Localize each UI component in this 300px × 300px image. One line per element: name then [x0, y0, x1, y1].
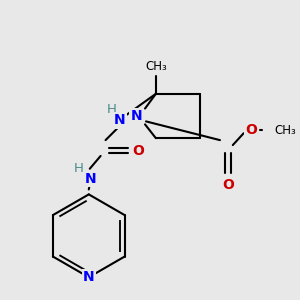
Text: O: O: [132, 144, 144, 158]
Text: O: O: [222, 178, 234, 191]
Text: N: N: [113, 113, 125, 128]
Text: O: O: [246, 123, 257, 137]
Text: H: H: [106, 103, 116, 116]
Text: H: H: [74, 162, 84, 175]
Text: N: N: [85, 172, 97, 186]
Text: N: N: [83, 270, 94, 284]
Text: N: N: [130, 110, 142, 124]
Text: CH₃: CH₃: [145, 60, 167, 73]
Text: CH₃: CH₃: [274, 124, 296, 137]
